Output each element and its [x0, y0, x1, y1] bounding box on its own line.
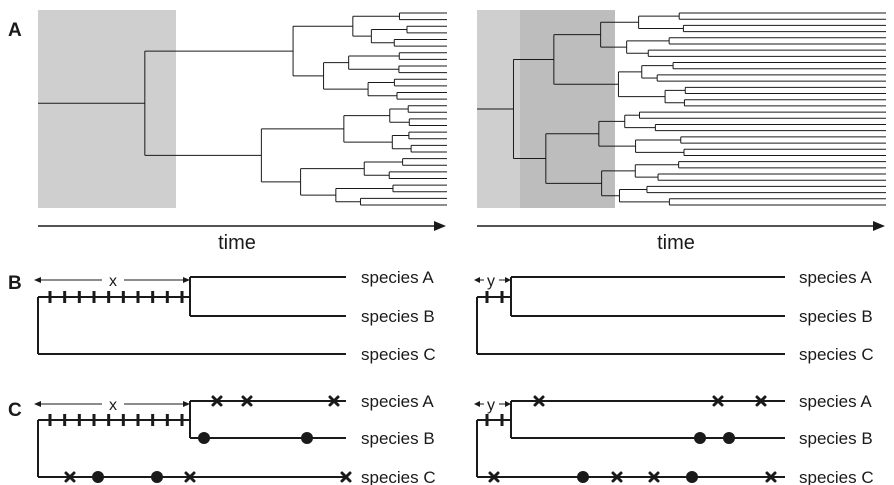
species-label-b-b-left: species B [361, 307, 435, 326]
three-species-tree-c-left [37, 400, 346, 478]
interval-label-y-c: y [487, 397, 495, 414]
dot-marker [92, 471, 104, 483]
three-species-tree-c-right [476, 400, 785, 478]
cross-marker [611, 471, 623, 483]
panel-label-a: A [8, 20, 22, 41]
interval-label-x-c: x [109, 397, 117, 414]
cross-marker [648, 471, 660, 483]
dot-marker [694, 432, 706, 444]
three-species-tree-b-left [37, 276, 346, 355]
time-arrow-right [477, 221, 885, 231]
interval-label-y-b: y [487, 273, 495, 290]
mutation-ticks-b-right [485, 291, 504, 303]
panel-label-c: C [8, 400, 22, 421]
dot-marker [198, 432, 210, 444]
species-label-b-b-right: species B [799, 307, 873, 326]
species-label-b-c-left: species B [361, 429, 435, 448]
species-label-b-c-right: species B [799, 429, 873, 448]
panel-label-b: B [8, 273, 22, 294]
cross-marker [533, 395, 545, 407]
substitution-cross-markers-c-left [64, 395, 352, 483]
substitution-cross-markers-c-right [488, 395, 777, 483]
cross-marker [765, 471, 777, 483]
cross-marker [184, 471, 196, 483]
three-species-tree-b-right [476, 276, 785, 355]
phylogenetic-tree-left [38, 12, 447, 206]
time-axis-label-left: time [218, 232, 256, 254]
interval-arrow-y-c [474, 401, 511, 407]
mutation-ticks-b-left [48, 291, 184, 303]
dot-marker [577, 471, 589, 483]
dot-marker [301, 432, 313, 444]
mutation-ticks-c-right [485, 414, 504, 426]
early-period-shading-left [38, 10, 176, 208]
dot-marker [686, 471, 698, 483]
species-label-a-c-right: species A [799, 392, 872, 411]
mutation-ticks-c-left [48, 414, 184, 426]
cross-marker [755, 395, 767, 407]
interval-label-x-b: x [109, 273, 117, 290]
cross-marker [488, 471, 500, 483]
cross-marker [340, 471, 352, 483]
time-axis-label-right: time [657, 232, 695, 254]
species-label-a-b-left: species A [361, 268, 434, 287]
dense-branching-shading-right [520, 10, 615, 208]
interval-arrow-y-b [474, 277, 511, 283]
time-arrow-left [38, 221, 446, 231]
cross-marker [211, 395, 223, 407]
species-label-c-b-right: species C [799, 345, 874, 364]
dot-marker [723, 432, 735, 444]
cross-marker [64, 471, 76, 483]
cross-marker [712, 395, 724, 407]
species-label-c-b-left: species C [361, 345, 436, 364]
species-label-c-c-right: species C [799, 468, 874, 485]
dot-marker [151, 471, 163, 483]
species-label-a-c-left: species A [361, 392, 434, 411]
substitution-dot-markers-c-right [577, 432, 735, 483]
interval-arrow-x-b [34, 277, 190, 283]
phylogenetic-tree-right [477, 12, 886, 206]
cross-marker [328, 395, 340, 407]
cross-marker [241, 395, 253, 407]
substitution-dot-markers-c-left [92, 432, 313, 483]
species-label-c-c-left: species C [361, 468, 436, 485]
species-label-a-b-right: species A [799, 268, 872, 287]
interval-arrow-x-c [34, 401, 190, 407]
